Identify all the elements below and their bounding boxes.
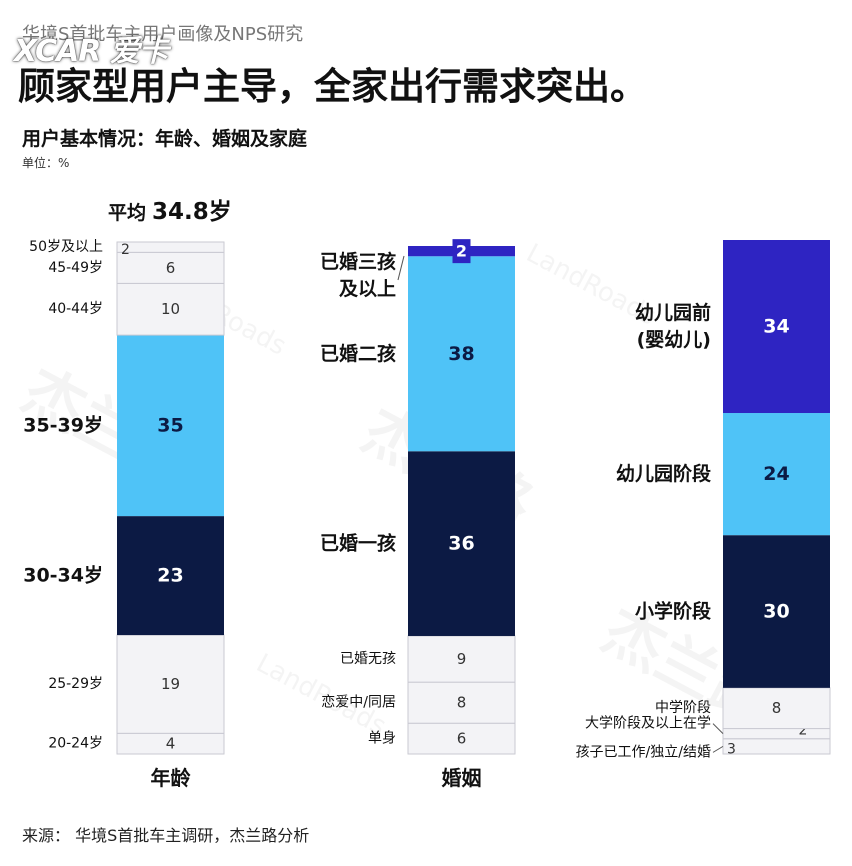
category-label: 幼儿园阶段	[616, 462, 712, 485]
data-label: 19	[161, 675, 180, 693]
category-label: 中学阶段	[655, 700, 711, 716]
category-label: 45-49岁	[48, 260, 103, 276]
category-label: 25-29岁	[48, 676, 103, 692]
category-label: 幼儿园前	[635, 301, 711, 324]
bar-segment	[722, 687, 831, 730]
bar-segment	[116, 634, 225, 734]
bar-segment	[722, 738, 831, 755]
category-label: 20-24岁	[48, 736, 103, 752]
category-label: 35-39岁	[23, 414, 103, 437]
average-age: 平均 34.8岁	[108, 192, 232, 226]
data-label: 8	[457, 694, 467, 712]
bar-segment	[407, 722, 516, 755]
category-label: 孩子已工作/独立/结婚	[576, 744, 711, 760]
bar-segment	[723, 240, 830, 414]
average-label: 平均	[108, 202, 147, 224]
leader-line	[712, 745, 724, 753]
data-label: 2	[121, 242, 130, 258]
x-axis-label: 婚姻	[442, 766, 482, 790]
bar-segment	[116, 282, 225, 336]
data-label: 34	[763, 316, 789, 338]
data-label: 23	[157, 565, 183, 587]
category-label: 已婚三孩	[320, 250, 396, 273]
data-label: 35	[157, 415, 183, 437]
bar-segment	[116, 241, 225, 253]
data-label: 8	[772, 699, 782, 717]
data-label: 36	[448, 533, 474, 555]
data-label: 3	[727, 741, 736, 757]
average-value: 34.8岁	[152, 199, 232, 225]
bar-segment	[116, 251, 225, 284]
category-label: 小学阶段	[635, 600, 712, 623]
page-title: 顾家型用户主导，全家出行需求突出。	[18, 65, 647, 108]
category-label: 40-44岁	[48, 301, 103, 317]
x-axis-label: 年龄	[151, 766, 192, 790]
data-label: 24	[763, 463, 789, 485]
data-label: 6	[166, 259, 176, 277]
bar-segment	[117, 516, 224, 636]
data-label: 30	[763, 601, 789, 623]
data-label: 2	[456, 242, 467, 261]
category-label: 30-34岁	[23, 564, 103, 587]
unit-label: 单位：%	[22, 156, 70, 170]
data-label: 9	[457, 650, 467, 668]
breadcrumb: 华境S首批车主用户画像及NPS研究	[22, 24, 304, 45]
data-label: 10	[161, 300, 180, 318]
category-label: (婴幼儿)	[637, 328, 711, 351]
source-note: 来源： 华境S首批车主调研，杰兰路分析	[22, 826, 310, 845]
bar-segment	[407, 635, 516, 683]
data-label: 4	[166, 735, 176, 753]
category-label: 单身	[368, 731, 396, 747]
data-label: 2	[799, 723, 808, 739]
chart-subtitle: 用户基本情况：年龄、婚姻及家庭	[22, 128, 308, 150]
data-label: 38	[448, 343, 474, 365]
bar-segment	[723, 413, 830, 536]
logo: XCAR 爱卡	[14, 34, 169, 69]
data-label-box	[452, 239, 471, 264]
category-label: 大学阶段及以上在学	[585, 716, 711, 732]
category-label: 已婚无孩	[340, 651, 396, 667]
bar-segment	[723, 535, 830, 688]
category-label: 50岁及以上	[29, 239, 103, 255]
data-label: 6	[457, 730, 467, 748]
leader-line	[397, 255, 405, 281]
leader-line	[712, 723, 724, 734]
bar-segment	[408, 451, 515, 636]
category-label: 恋爱中/同居	[321, 694, 396, 711]
bar-segment	[117, 335, 224, 517]
category-label: 已婚二孩	[320, 342, 396, 365]
category-label: 及以上	[339, 278, 396, 300]
category-label: 已婚一孩	[320, 532, 396, 555]
bar-segment	[408, 256, 515, 452]
bar-segment	[722, 728, 831, 740]
